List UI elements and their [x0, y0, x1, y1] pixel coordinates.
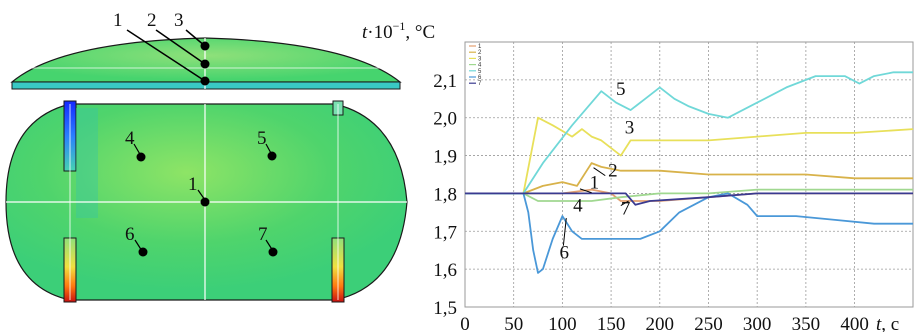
series-tag-leader-1 — [579, 188, 592, 194]
probe-point-lid-2 — [200, 59, 210, 69]
series-tag-3: 3 — [625, 118, 635, 139]
x-tick-label: 250 — [694, 314, 723, 332]
series-tag-2: 2 — [608, 160, 618, 181]
y-tick-label: 1,9 — [433, 147, 457, 168]
legend-label-4: 4 — [478, 63, 482, 69]
x-tick-label: 150 — [597, 314, 626, 332]
point-label-lid-1: 1 — [113, 10, 123, 31]
chart-grid — [464, 41, 914, 308]
series-tag-7: 7 — [621, 199, 631, 220]
probe-point-5 — [267, 151, 277, 161]
y-tick-label: 2,0 — [433, 109, 457, 130]
probe-point-6 — [138, 247, 148, 257]
line-chart: 0 50 100 150 200 250 300 350 400 1,5 1,6 1,7 1,8 1,9 2… — [362, 19, 914, 332]
x-tick-label: 0 — [460, 314, 470, 332]
probe-point-body-1 — [200, 197, 210, 207]
series-line-2 — [465, 162, 913, 195]
leader-1 — [126, 29, 206, 82]
series-tag-1: 1 — [590, 173, 600, 194]
chart-series — [465, 71, 914, 274]
probe-point-4 — [136, 152, 146, 162]
legend-label-7: 7 — [478, 81, 482, 87]
series-tag-6: 6 — [559, 243, 569, 264]
contour-diagram: 1 2 3 4 5 1 6 7 — [5, 10, 408, 303]
point-label-7: 7 — [258, 224, 268, 245]
y-tick-label: 1,7 — [433, 222, 457, 243]
leader-2 — [155, 29, 206, 65]
series-line-7 — [465, 192, 913, 206]
plot-frame — [464, 41, 914, 308]
y-tick-label: 1,6 — [433, 260, 457, 281]
probe-point-lid-3 — [200, 41, 210, 51]
point-label-5: 5 — [257, 128, 267, 149]
x-tick-label: 300 — [743, 314, 772, 332]
x-tick-label: 50 — [504, 314, 523, 332]
y-tick-label: 2,1 — [433, 71, 457, 92]
series-line-5 — [465, 71, 913, 195]
series-line-6 — [465, 192, 913, 274]
series-line-3 — [465, 116, 914, 195]
chart-series-tags: 123 4 5 6 7 — [559, 79, 634, 264]
series-tag-5: 5 — [616, 79, 626, 100]
x-tick-label: 350 — [792, 314, 821, 332]
y-tick-label: 1,5 — [433, 298, 457, 319]
chart-axes: 0 50 100 150 200 250 300 350 400 1,5 1,6 1,7 1,8 1,9 2… — [433, 71, 869, 332]
probe-point-lid-1 — [200, 76, 210, 86]
series-tag-4: 4 — [573, 196, 583, 217]
probe-point-7 — [268, 247, 278, 257]
series-line-4 — [465, 188, 913, 202]
x-tick-label: 200 — [646, 314, 675, 332]
point-label-lid-2: 2 — [147, 10, 157, 31]
point-label-6: 6 — [125, 224, 135, 245]
x-tick-label: 400 — [840, 314, 869, 332]
legend-label-2: 2 — [478, 50, 482, 56]
series-tag-leader-2 — [593, 167, 606, 177]
x-tick-label: 100 — [548, 314, 577, 332]
series-tag-leader-7 — [620, 200, 629, 206]
y-tick-label: 1,8 — [433, 184, 457, 205]
legend-label-3: 3 — [478, 56, 482, 62]
point-label-body-1: 1 — [188, 174, 198, 195]
y-axis-title: t·10−1, °C — [362, 19, 435, 43]
x-axis-title: t, c — [876, 314, 899, 332]
point-label-lid-3: 3 — [174, 10, 184, 31]
legend-label-1: 1 — [478, 44, 482, 50]
point-label-4: 4 — [125, 128, 135, 149]
legend-label-5: 5 — [478, 69, 482, 75]
legend-label-6: 6 — [478, 75, 482, 81]
series-tag-leader-6 — [562, 217, 567, 246]
cold-plume — [76, 108, 98, 218]
